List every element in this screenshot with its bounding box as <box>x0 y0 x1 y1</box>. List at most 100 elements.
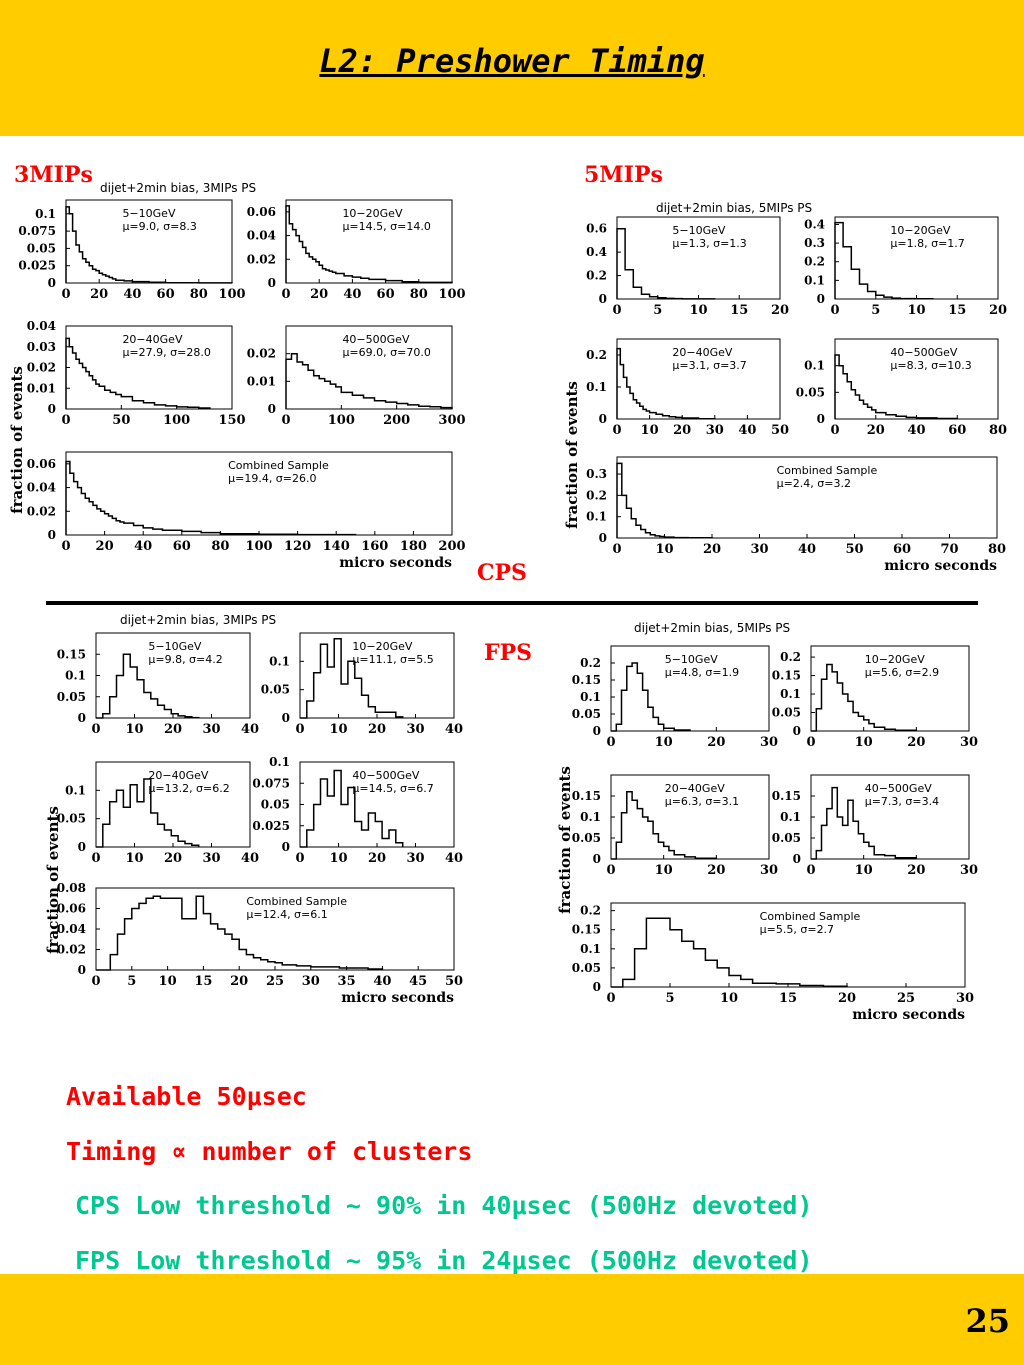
y-tick-label: 0.1 <box>580 942 601 956</box>
x-tick-label: 0 <box>612 303 621 318</box>
y-tick-label: 0.05 <box>796 385 825 399</box>
x-tick-label: 0 <box>61 287 70 302</box>
legend-stats: μ=1.3, σ=1.3 <box>672 237 746 250</box>
y-tick-label: 0.08 <box>57 881 86 895</box>
x-tick-label: 60 <box>893 542 911 557</box>
histogram-series <box>96 895 384 971</box>
plot-frame <box>65 451 453 536</box>
page-number: 25 <box>965 1302 1010 1340</box>
y-tick-label: 0.02 <box>57 943 86 957</box>
y-tick-label: 0.075 <box>252 776 290 790</box>
x-tick-label: 30 <box>956 991 974 1006</box>
y-tick-label: 0.1 <box>65 783 86 797</box>
y-tick-label: 0.05 <box>572 831 601 845</box>
plot-frame <box>299 761 455 848</box>
legend-stats: μ=19.4, σ=26.0 <box>228 472 316 485</box>
x-tick-label: 30 <box>706 423 724 438</box>
y-tick-label: 0.04 <box>57 922 86 936</box>
y-tick-label: 0.05 <box>772 831 801 845</box>
y-tick-label: 0.025 <box>252 819 290 833</box>
y-tick-label: 0.1 <box>35 207 56 221</box>
x-tick-label: 150 <box>218 413 245 428</box>
y-tick-label: 0.04 <box>27 481 56 495</box>
histogram-series <box>96 653 200 719</box>
histogram-panel: 0 50 100 150 0 0.01 0.02 0.03 0.04 20−40GeVμ=27.9… <box>27 319 246 428</box>
y-tick-label: 0.05 <box>572 707 601 721</box>
y-tick-label: 0 <box>78 963 86 977</box>
x-tick-label: 10 <box>655 542 673 557</box>
x-tick-label: 30 <box>750 542 768 557</box>
x-tick-label: 80 <box>989 423 1007 438</box>
x-tick-label: 60 <box>377 287 395 302</box>
x-tick-label: 35 <box>338 974 356 989</box>
y-tick-label: 0.6 <box>586 222 607 236</box>
legend-title: 10−20GeV <box>890 224 951 237</box>
y-tick-label: 0 <box>282 840 290 854</box>
x-tick-label: 0 <box>281 413 290 428</box>
x-tick-label: 0 <box>91 974 100 989</box>
plot-frame <box>616 216 781 300</box>
legend-title: 10−20GeV <box>352 640 413 653</box>
x-tick-label: 20 <box>867 423 885 438</box>
x-tick-label: 20 <box>90 287 108 302</box>
x-tick-label: 100 <box>163 413 190 428</box>
x-tick-label: 10 <box>159 974 177 989</box>
y-tick-label: 0.1 <box>780 687 801 701</box>
y-tick-label: 0.05 <box>57 812 86 826</box>
y-tick-label: 0 <box>599 292 607 306</box>
x-tick-label: 20 <box>96 539 114 554</box>
y-tick-label: 0 <box>48 528 56 542</box>
x-tick-label: 20 <box>707 863 725 878</box>
x-tick-label: 0 <box>281 287 290 302</box>
legend-title: Combined Sample <box>246 895 347 908</box>
histogram-series <box>834 354 959 420</box>
y-tick-label: 0.15 <box>572 923 601 937</box>
y-tick-label: 0.15 <box>772 669 801 683</box>
y-tick-label: 0.2 <box>780 650 801 664</box>
x-tick-label: 0 <box>91 851 100 866</box>
legend-stats: μ=11.1, σ=5.5 <box>352 653 433 666</box>
y-tick-label: 0.04 <box>247 229 276 243</box>
y-tick-label: 0.2 <box>586 348 607 362</box>
histogram-panel: 0 20 40 60 80 100 0 0.025 0.05 0.075 0.1 5−10GeVμ=9… <box>18 199 246 302</box>
x-tick-label: 20 <box>771 303 789 318</box>
histogram-series <box>611 917 848 988</box>
x-tick-label: 20 <box>230 974 248 989</box>
legend-title: 5−10GeV <box>148 640 202 653</box>
legend-title: 20−40GeV <box>665 782 726 795</box>
y-tick-label: 0.02 <box>247 252 276 266</box>
histogram-series <box>300 637 404 719</box>
x-tick-label: 10 <box>689 303 707 318</box>
x-tick-label: 20 <box>310 287 328 302</box>
x-tick-label: 0 <box>606 991 615 1006</box>
y-tick-label: 0.05 <box>261 798 290 812</box>
y-tick-label: 0.01 <box>27 381 56 395</box>
y-tick-label: 0 <box>282 711 290 725</box>
y-tick-label: 0.2 <box>580 904 601 918</box>
x-tick-label: 10 <box>855 863 873 878</box>
y-tick-label: 0.1 <box>780 810 801 824</box>
y-tick-label: 0 <box>599 531 607 545</box>
y-tick-label: 0.02 <box>247 347 276 361</box>
x-tick-label: 200 <box>438 539 465 554</box>
x-tick-label: 0 <box>606 735 615 750</box>
legend-title: 5−10GeV <box>665 653 719 666</box>
x-tick-label: 45 <box>409 974 427 989</box>
x-tick-label: 20 <box>368 722 386 737</box>
y-tick-label: 0.2 <box>580 656 601 670</box>
legend-title: 5−10GeV <box>672 224 726 237</box>
legend-stats: μ=5.6, σ=2.9 <box>865 666 939 679</box>
chart-group-header: dijet+2min bias, 3MIPs PS <box>120 613 276 627</box>
y-tick-label: 0 <box>593 852 601 866</box>
y-tick-label: 0.05 <box>772 706 801 720</box>
chart-group-3: dijet+2min bias, 5MIPs PS fraction of eve… <box>556 621 978 1023</box>
x-tick-label: 5 <box>665 991 674 1006</box>
x-tick-label: 0 <box>612 423 621 438</box>
x-tick-label: 10 <box>855 735 873 750</box>
histogram-series <box>811 663 918 732</box>
